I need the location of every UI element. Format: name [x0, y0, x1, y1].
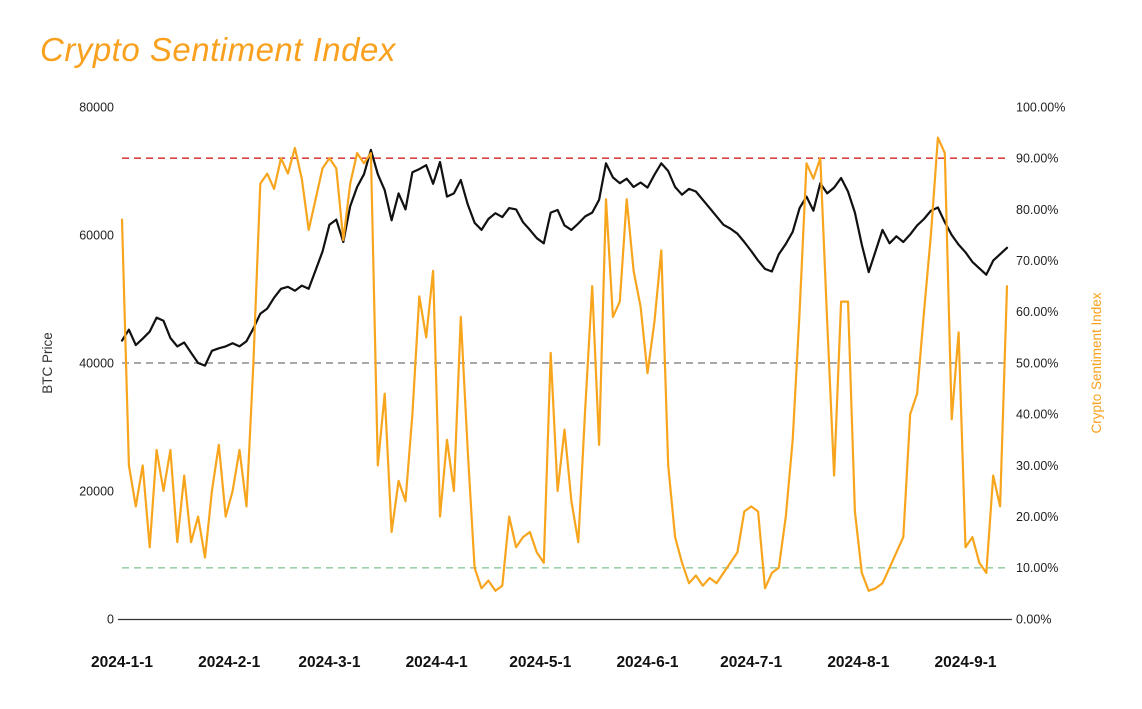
right-axis-tick-label: 20.00% [1016, 510, 1058, 524]
right-axis-tick-label: 0.00% [1016, 612, 1051, 626]
x-axis-tick-label: 2024-3-1 [298, 654, 360, 671]
left-axis-tick-label: 20000 [79, 484, 114, 498]
x-axis-tick-label: 2024-2-1 [198, 654, 260, 671]
left-axis-tick-label: 40000 [79, 356, 114, 370]
right-axis-tick-label: 70.00% [1016, 254, 1058, 268]
right-axis-tick-label: 80.00% [1016, 203, 1058, 217]
right-axis-tick-label: 60.00% [1016, 305, 1058, 319]
x-axis-tick-label: 2024-5-1 [509, 654, 571, 671]
left-axis-tick-label: 80000 [79, 100, 114, 114]
right-axis-tick-label: 90.00% [1016, 152, 1058, 166]
right-axis-tick-label: 10.00% [1016, 561, 1058, 575]
right-axis-tick-label: 40.00% [1016, 408, 1058, 422]
x-axis-tick-label: 2024-1-1 [91, 654, 153, 671]
left-axis-tick-label: 60000 [79, 228, 114, 242]
x-axis-tick-label: 2024-4-1 [406, 654, 468, 671]
sentiment-line [120, 136, 1009, 592]
left-axis-tick-label: 0 [107, 612, 114, 626]
right-axis-title: Crypto Sentiment Index [1089, 292, 1104, 433]
chart-title: Crypto Sentiment Index [40, 31, 396, 68]
right-axis-tick-label: 100.00% [1016, 100, 1065, 114]
btc-price-line [120, 148, 1009, 367]
x-axis-tick-label: 2024-9-1 [934, 654, 996, 671]
x-axis-tick-label: 2024-8-1 [827, 654, 889, 671]
left-axis-title: BTC Price [40, 332, 55, 394]
right-axis-tick-label: 30.00% [1016, 459, 1058, 473]
x-axis-tick-label: 2024-6-1 [616, 654, 678, 671]
right-axis-tick-label: 50.00% [1016, 356, 1058, 370]
x-axis-tick-label: 2024-7-1 [720, 654, 782, 671]
